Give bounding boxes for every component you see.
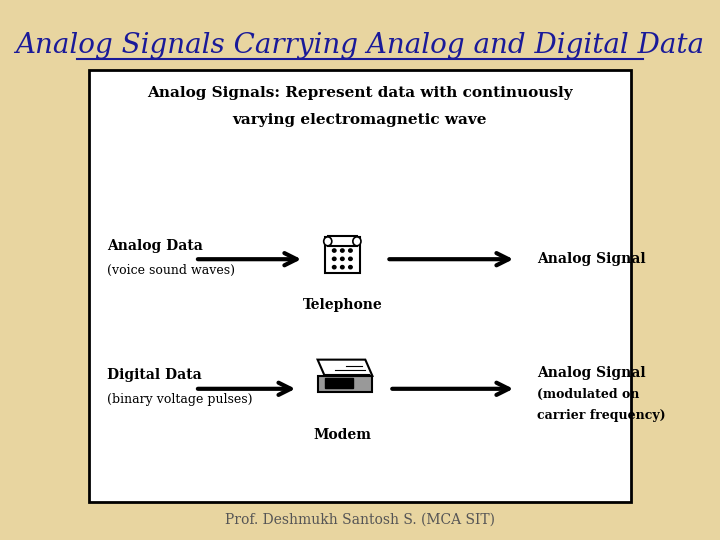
Circle shape xyxy=(341,257,344,260)
Text: Analog Signal: Analog Signal xyxy=(536,252,645,266)
Ellipse shape xyxy=(324,237,332,246)
Text: varying electromagnetic wave: varying electromagnetic wave xyxy=(233,113,487,127)
Text: Analog Signal: Analog Signal xyxy=(536,366,645,380)
Circle shape xyxy=(333,249,336,252)
Circle shape xyxy=(333,257,336,260)
Polygon shape xyxy=(318,360,372,376)
Text: Telephone: Telephone xyxy=(302,298,382,312)
Circle shape xyxy=(348,249,352,252)
Text: carrier frequency): carrier frequency) xyxy=(536,409,665,422)
Circle shape xyxy=(348,257,352,260)
Text: (voice sound waves): (voice sound waves) xyxy=(107,264,235,276)
Text: Digital Data: Digital Data xyxy=(107,368,202,382)
Text: Analog Signals: Represent data with continuously: Analog Signals: Represent data with cont… xyxy=(147,86,573,100)
Text: Analog Data: Analog Data xyxy=(107,239,202,253)
Text: (binary voltage pulses): (binary voltage pulses) xyxy=(107,393,252,406)
Bar xyxy=(328,236,357,246)
Circle shape xyxy=(333,266,336,269)
Bar xyxy=(325,378,353,388)
Text: (modulated on: (modulated on xyxy=(536,388,639,401)
Circle shape xyxy=(348,266,352,269)
Circle shape xyxy=(341,266,344,269)
Bar xyxy=(325,238,360,273)
Bar xyxy=(318,376,372,392)
Text: Analog Signals Carrying Analog and Digital Data: Analog Signals Carrying Analog and Digit… xyxy=(16,32,704,59)
Circle shape xyxy=(341,249,344,252)
Text: Prof. Deshmukh Santosh S. (MCA SIT): Prof. Deshmukh Santosh S. (MCA SIT) xyxy=(225,512,495,526)
Text: Modem: Modem xyxy=(313,428,372,442)
Bar xyxy=(89,70,631,502)
Ellipse shape xyxy=(353,237,361,246)
